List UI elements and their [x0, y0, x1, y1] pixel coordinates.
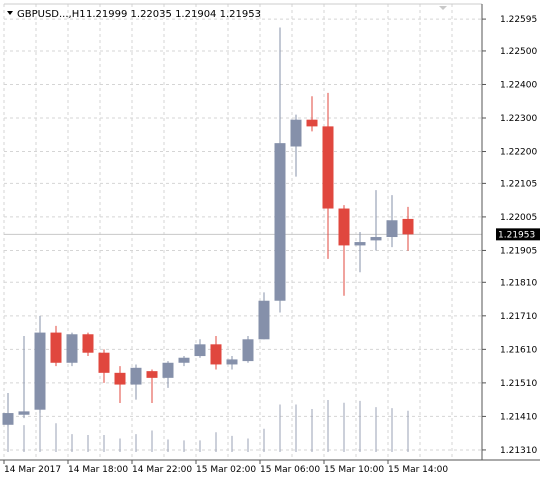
y-tick-label: 1.22595 — [500, 15, 537, 25]
y-axis: 1.22595 1.22500 1.22400 1.22300 1.22200 1.221… — [482, 15, 537, 456]
candle — [98, 349, 110, 383]
candle — [194, 339, 206, 358]
candle — [66, 332, 78, 367]
candle-body — [338, 208, 350, 246]
candle — [146, 369, 158, 403]
candle — [2, 392, 14, 427]
y-tick-label: 1.21710 — [500, 312, 537, 322]
candle — [162, 361, 174, 388]
y-tick-label: 1.22105 — [500, 179, 537, 189]
ohlc-values: 1.21999 1.22035 1.21904 1.21953 — [86, 9, 261, 20]
candles — [2, 27, 414, 427]
y-tick-label: 1.21810 — [500, 278, 537, 288]
candle-body — [258, 300, 270, 340]
candle — [386, 195, 398, 248]
y-tick-label: 1.22500 — [500, 47, 537, 57]
candle — [82, 332, 94, 357]
candle — [402, 206, 414, 251]
candle-body — [274, 143, 286, 301]
candle-body — [210, 344, 222, 365]
candle — [130, 364, 142, 400]
candle-body — [34, 332, 46, 410]
x-tick-label: 15 Mar 06:00 — [260, 465, 320, 475]
candle — [290, 114, 302, 177]
volume-bars — [7, 400, 409, 452]
candle-body — [50, 332, 62, 363]
y-tick-label: 1.21610 — [500, 345, 537, 355]
candle — [274, 27, 286, 313]
candle-body — [226, 359, 238, 365]
x-tick-label: 15 Mar 14:00 — [388, 465, 448, 475]
candle-body — [194, 344, 206, 357]
candle-body — [322, 126, 334, 209]
y-tick-label: 1.21410 — [500, 412, 537, 422]
y-tick-label: 1.22200 — [500, 148, 537, 158]
x-tick-label: 15 Mar 10:00 — [324, 465, 384, 475]
price-tag-background — [496, 228, 540, 241]
candle-body — [290, 119, 302, 147]
candle — [306, 96, 318, 132]
candle — [354, 232, 366, 273]
current-price-tag: 1.21953 — [496, 228, 540, 241]
x-tick-label: 14 Mar 2017 — [4, 465, 61, 475]
candle-body — [306, 119, 318, 127]
price-tag-label: 1.21953 — [498, 230, 535, 240]
candle-body — [178, 357, 190, 363]
x-tick-label: 14 Mar 22:00 — [132, 465, 192, 475]
candle — [322, 92, 334, 259]
candle — [34, 315, 46, 414]
candle — [226, 356, 238, 370]
candle-body — [242, 339, 254, 362]
chart-header[interactable]: GBPUSD...,H1 1.21999 1.22035 1.21904 1.2… — [7, 9, 261, 20]
triangle-down-small-icon[interactable] — [439, 6, 447, 10]
candle — [242, 335, 254, 363]
candle-body — [2, 413, 14, 425]
candle-body — [354, 242, 366, 246]
symbol-label[interactable]: GBPUSD...,H1 — [17, 9, 86, 20]
candle-body — [82, 334, 94, 353]
candle-body — [114, 372, 126, 385]
candle — [18, 335, 30, 419]
y-tick-label: 1.21310 — [500, 446, 537, 456]
y-tick-label: 1.22300 — [500, 114, 537, 124]
candle-body — [402, 218, 414, 235]
candle — [258, 292, 270, 340]
candle-body — [386, 220, 398, 238]
candle — [370, 190, 382, 251]
triangle-down-icon[interactable] — [7, 11, 13, 15]
candle-body — [162, 362, 174, 378]
x-axis: 14 Mar 2017 14 Mar 18:00 14 Mar 22:00 15 Ma… — [3, 460, 448, 475]
y-tick-label: 1.21510 — [500, 379, 537, 389]
y-tick-label: 1.21905 — [500, 246, 537, 256]
y-tick-label: 1.22005 — [500, 213, 537, 223]
x-tick-label: 14 Mar 18:00 — [68, 465, 128, 475]
y-tick-label: 1.22400 — [500, 80, 537, 90]
candle — [50, 325, 62, 367]
candle-body — [146, 371, 158, 378]
candle-body — [130, 367, 142, 385]
candle — [210, 335, 222, 370]
x-tick-label: 15 Mar 02:00 — [196, 465, 256, 475]
candle — [114, 366, 126, 403]
candle-body — [370, 237, 382, 241]
candle — [338, 205, 350, 296]
candle-body — [98, 352, 110, 373]
candle — [178, 356, 190, 367]
candle-body — [18, 411, 30, 415]
candle-body — [66, 334, 78, 363]
